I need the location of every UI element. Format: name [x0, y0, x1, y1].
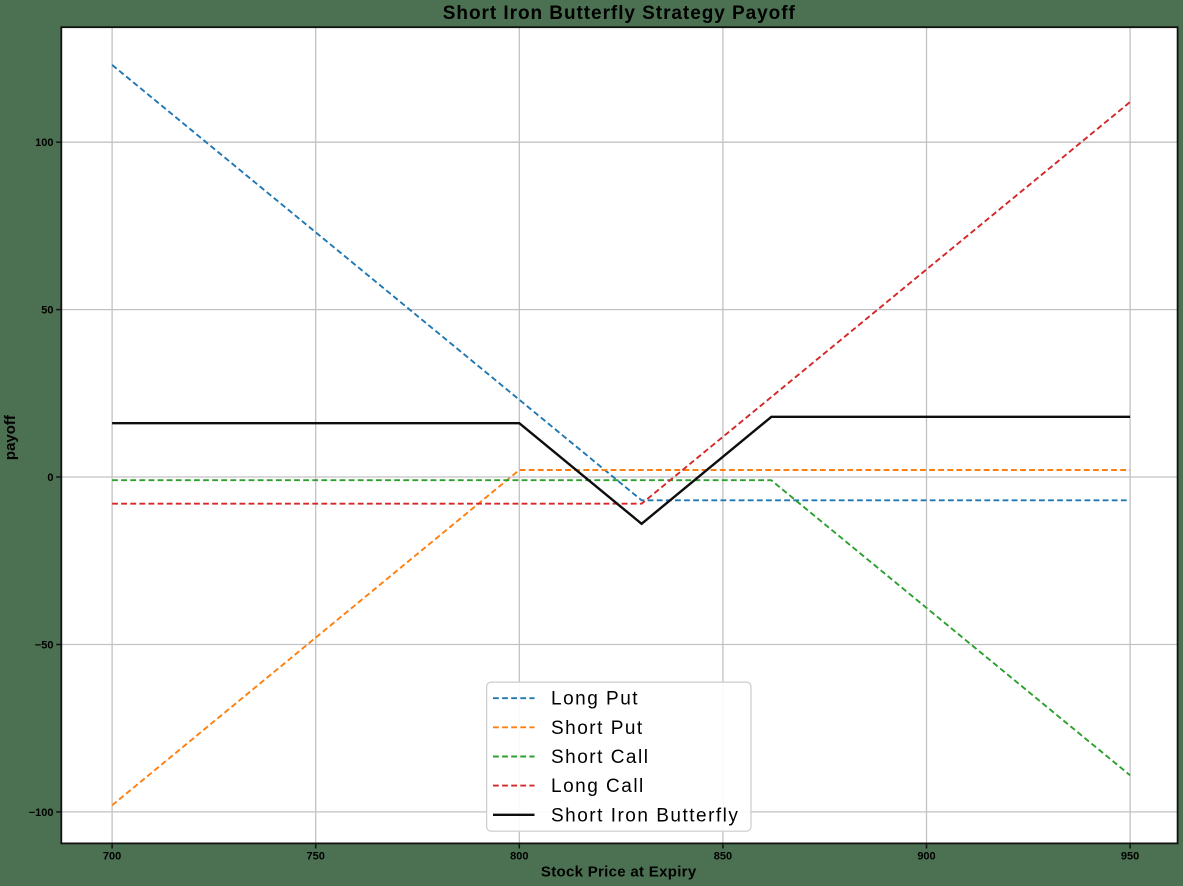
svg-text:750: 750	[307, 851, 325, 863]
svg-text:700: 700	[103, 851, 121, 863]
svg-text:50: 50	[41, 305, 53, 317]
svg-text:Short Put: Short Put	[551, 718, 644, 739]
svg-text:800: 800	[510, 851, 528, 863]
svg-text:900: 900	[917, 851, 935, 863]
svg-text:Short Iron Butterfly Strategy: Short Iron Butterfly Strategy Payoff	[443, 3, 796, 24]
svg-text:Short Iron Butterfly: Short Iron Butterfly	[551, 805, 739, 826]
svg-text:0: 0	[47, 472, 53, 484]
svg-text:850: 850	[714, 851, 732, 863]
svg-text:−50: −50	[35, 640, 54, 652]
svg-text:payoff: payoff	[2, 414, 19, 460]
svg-text:950: 950	[1121, 851, 1139, 863]
svg-text:Short Call: Short Call	[551, 747, 649, 768]
svg-text:100: 100	[35, 137, 53, 149]
svg-text:Stock Price at Expiry: Stock Price at Expiry	[541, 864, 697, 881]
svg-text:Long Call: Long Call	[551, 776, 645, 797]
svg-text:Long Put: Long Put	[551, 689, 639, 710]
svg-text:−100: −100	[29, 807, 54, 819]
